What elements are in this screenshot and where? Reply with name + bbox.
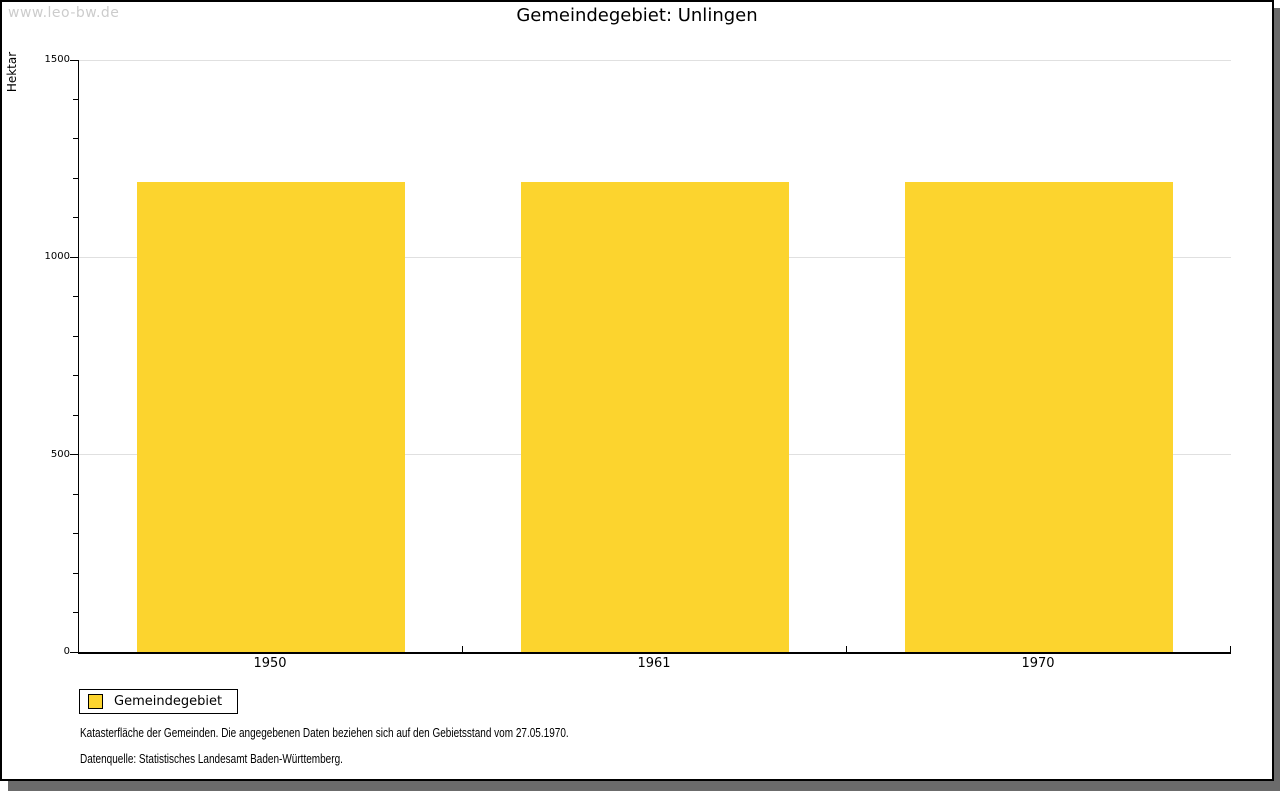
y-minor-tick — [73, 493, 78, 495]
bar — [521, 182, 789, 652]
footnote-line-2: Datenquelle: Statistisches Landesamt Bad… — [80, 752, 343, 766]
y-major-tick — [70, 59, 78, 61]
y-gridline — [79, 59, 1231, 61]
legend: Gemeindegebiet — [79, 689, 239, 714]
chart-title: Gemeindegebiet: Unlingen — [516, 5, 758, 26]
bar — [905, 182, 1173, 652]
x-category-tick — [462, 646, 463, 652]
y-minor-tick — [73, 533, 78, 535]
x-tick-label: 1970 — [1021, 656, 1055, 671]
x-tick-label: 1950 — [253, 656, 287, 671]
y-tick-label: 1000 — [44, 251, 70, 263]
y-minor-tick — [73, 335, 78, 337]
bar — [137, 182, 405, 652]
x-tick-label: 1961 — [637, 656, 671, 671]
y-minor-tick — [73, 138, 78, 140]
y-minor-tick — [73, 572, 78, 574]
y-minor-tick — [73, 296, 78, 298]
y-axis-label: Hektar — [5, 51, 19, 93]
y-minor-tick — [73, 375, 78, 377]
y-minor-tick — [73, 414, 78, 416]
x-category-tick — [846, 646, 847, 652]
x-category-tick — [1230, 646, 1231, 652]
y-major-tick — [70, 256, 78, 258]
footnote-line-1: Katasterfläche der Gemeinden. Die angege… — [80, 726, 569, 740]
y-tick-label: 500 — [50, 448, 70, 460]
watermark: www.leo-bw.de — [8, 5, 120, 21]
y-minor-tick — [73, 98, 78, 100]
y-major-tick — [70, 454, 78, 456]
y-minor-tick — [73, 177, 78, 179]
y-major-tick — [70, 651, 78, 653]
y-minor-tick — [73, 612, 78, 614]
legend-swatch-icon — [88, 694, 103, 709]
y-tick-label: 1500 — [44, 54, 70, 65]
plot-area — [70, 59, 1231, 654]
legend-label: Gemeindegebiet — [114, 694, 223, 709]
y-minor-tick — [73, 217, 78, 219]
y-tick-label: 0 — [63, 646, 70, 657]
